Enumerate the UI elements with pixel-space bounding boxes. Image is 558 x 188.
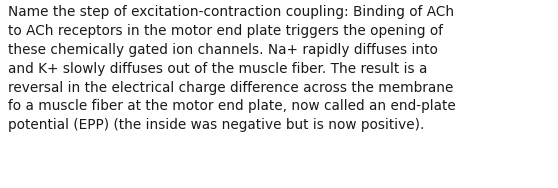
Text: Name the step of excitation-contraction coupling: Binding of ACh
to ACh receptor: Name the step of excitation-contraction … <box>8 5 456 132</box>
